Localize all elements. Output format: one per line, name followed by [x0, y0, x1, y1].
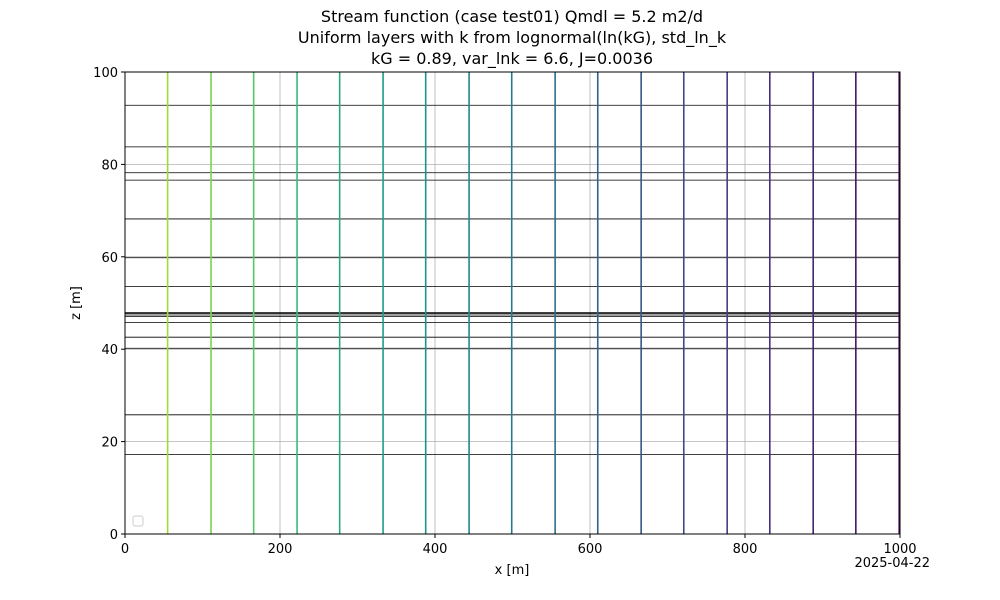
y-axis-label: z [m]	[69, 286, 84, 320]
title-line-2: Uniform layers with k from lognormal(ln(…	[298, 28, 727, 48]
x-tick-label-0: 0	[121, 542, 129, 557]
y-tick-label-0: 0	[110, 528, 118, 543]
x-tick-label-1: 200	[268, 542, 293, 557]
legend-box	[132, 515, 144, 527]
date-stamp: 2025-04-22	[854, 556, 930, 571]
y-tick-label-5: 100	[93, 66, 118, 81]
x-tick-label-5: 1000	[883, 542, 916, 557]
y-tick-label-3: 60	[101, 251, 118, 266]
x-tick-label-4: 800	[733, 542, 758, 557]
title-line-1: Stream function (case test01) Qmdl = 5.2…	[321, 7, 703, 26]
chart-title: Stream function (case test01) Qmdl = 5.2…	[298, 7, 727, 69]
y-tick-label-4: 80	[101, 158, 118, 173]
x-axis-ticks: 0 200 400 600 800 1000	[121, 534, 917, 557]
x-axis-label: x [m]	[495, 563, 530, 578]
x-tick-label-2: 400	[423, 542, 448, 557]
y-axis-ticks: 0 20 40 60 80 100	[93, 66, 125, 543]
title-line-3: kG = 0.89, var_lnk = 6.6, J=0.0036	[371, 49, 653, 69]
y-tick-label-1: 20	[101, 436, 118, 451]
plot-frame	[124, 71, 901, 535]
y-tick-label-2: 40	[101, 343, 118, 358]
x-tick-label-3: 600	[578, 542, 603, 557]
stream-lines	[166, 72, 901, 534]
